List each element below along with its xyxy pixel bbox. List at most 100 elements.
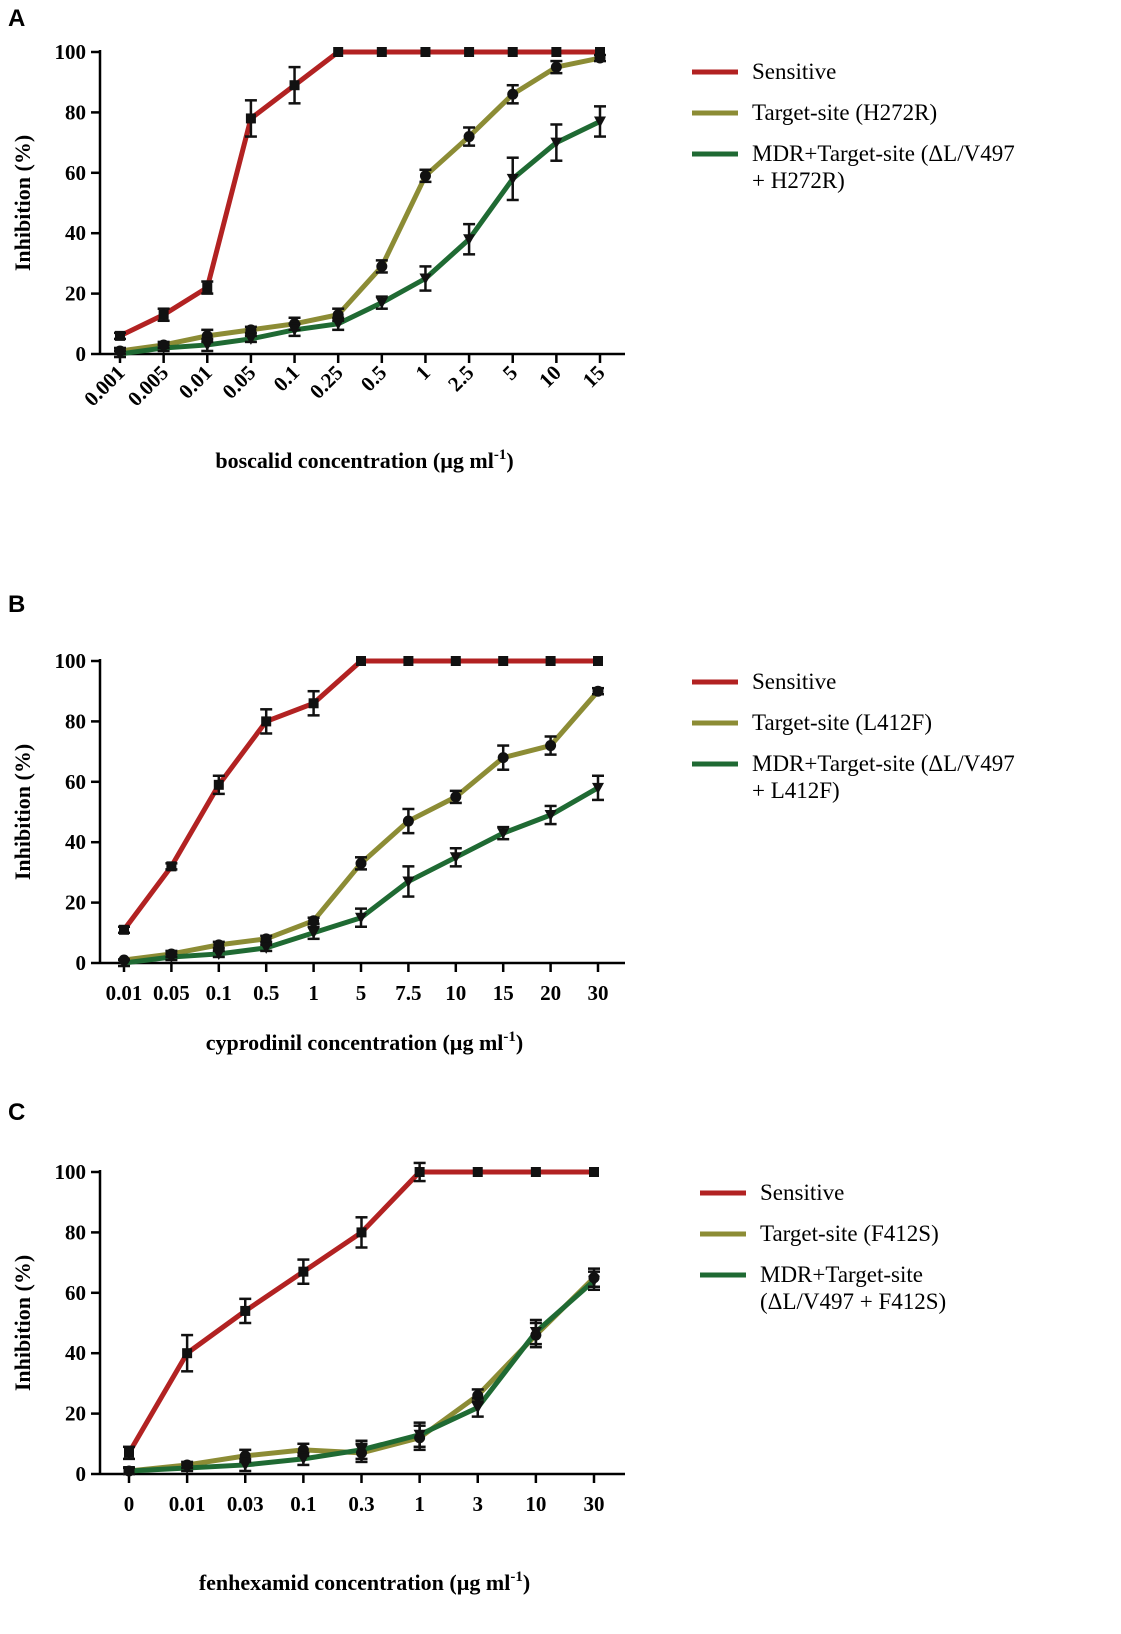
y-tick-label: 100: [55, 40, 87, 64]
y-tick-label: 20: [65, 282, 86, 306]
data-point-series-3: [332, 318, 345, 330]
x-tick-label: 15: [493, 981, 514, 1005]
y-tick-label: 20: [65, 1402, 86, 1426]
legend-label-2: Target-site (F412S): [760, 1221, 939, 1246]
data-point-series-3: [471, 1402, 484, 1414]
data-point-series-3: [497, 828, 510, 840]
data-point-series-3: [244, 333, 257, 345]
data-point-series-1: [595, 47, 605, 57]
y-tick-label: 80: [65, 1220, 86, 1244]
legend-label-3: MDR+Target-site (ΔL/V497: [752, 141, 1015, 166]
data-point-series-3: [201, 339, 214, 351]
legend-label-3: MDR+Target-site (ΔL/V497: [752, 751, 1015, 776]
data-point-series-1: [124, 1447, 134, 1458]
x-tick-label: 0.5: [253, 981, 279, 1005]
data-point-series-3: [260, 942, 273, 954]
data-point-series-2: [592, 685, 604, 697]
data-point-series-3: [114, 349, 126, 360]
y-tick-label: 60: [65, 161, 86, 185]
data-point-series-3: [307, 927, 320, 939]
x-tick-label: 0.001: [79, 361, 129, 411]
x-axis-title-text: fenhexamid concentration (µg ml: [199, 1570, 510, 1595]
x-axis-title-close: ): [506, 448, 513, 473]
data-point-series-3: [355, 912, 367, 924]
data-point-series-2: [376, 260, 388, 272]
y-tick-label: 100: [55, 1160, 87, 1184]
data-point-series-2: [260, 933, 272, 945]
x-tick-label: 0.01: [106, 981, 143, 1005]
legend-label-3-line2: + H272R): [752, 168, 845, 193]
data-point-series-1: [245, 113, 256, 124]
x-tick-label: 1: [308, 981, 319, 1005]
x-tick-label: 15: [578, 361, 610, 393]
x-tick-label: 7.5: [395, 981, 421, 1005]
x-axis-title: boscalid concentration (µg ml-1): [215, 447, 513, 473]
x-tick-label: 0.03: [227, 1492, 264, 1516]
x-axis-title-close: ): [523, 1570, 530, 1595]
series-line-1: [118, 49, 600, 339]
series-line-2: [119, 55, 601, 354]
y-tick-label: 80: [65, 709, 86, 733]
data-point-series-1: [356, 1227, 367, 1238]
x-tick-label: 10: [534, 361, 566, 393]
y-tick-label: 40: [65, 1341, 86, 1365]
data-point-series-3: [123, 1465, 135, 1477]
data-point-series-1: [414, 1167, 425, 1177]
x-axis-title-close: ): [516, 1030, 523, 1055]
data-point-series-2: [402, 815, 414, 827]
data-point-series-1: [530, 1167, 541, 1177]
y-axis-title: Inhibition (%): [10, 744, 35, 880]
x-axis-title: cyprodinil concentration (µg ml-1): [206, 1029, 523, 1055]
data-point-series-1: [240, 1305, 251, 1316]
data-point-series-1: [507, 47, 518, 57]
y-tick-label: 100: [55, 649, 87, 673]
data-point-series-3: [288, 324, 301, 336]
x-tick-label: 0.01: [174, 361, 217, 404]
data-point-series-3: [449, 852, 462, 864]
x-tick-label: 0.1: [290, 1492, 316, 1516]
y-tick-label: 40: [65, 221, 86, 245]
data-point-series-3: [212, 948, 225, 960]
data-point-series-1: [202, 282, 213, 293]
data-point-series-1: [472, 1167, 483, 1177]
data-point-series-2: [463, 131, 475, 143]
x-tick-label: 0.1: [269, 361, 305, 397]
x-tick-label: 0.05: [153, 981, 190, 1005]
data-point-series-3: [550, 137, 563, 149]
y-tick-label: 60: [65, 1281, 86, 1305]
data-point-series-1: [261, 716, 272, 727]
data-point-series-1: [115, 330, 125, 341]
data-point-series-1: [589, 1167, 599, 1177]
x-tick-label: 10: [525, 1492, 546, 1516]
data-point-series-1: [182, 1348, 193, 1359]
data-point-series-3: [419, 273, 432, 285]
x-axis-title-superscript: -1: [510, 1569, 523, 1585]
data-point-series-2: [245, 324, 257, 336]
series-line-1: [126, 1169, 594, 1455]
x-tick-label: 5: [498, 361, 522, 385]
data-point-series-3: [239, 1459, 252, 1471]
data-point-series-1: [158, 309, 169, 320]
x-tick-label: 0: [124, 1492, 135, 1516]
x-axis-title-text: cyprodinil concentration (µg ml: [206, 1030, 504, 1055]
y-tick-label: 20: [65, 891, 86, 915]
panel-letter: B: [8, 591, 25, 618]
data-point-series-3: [413, 1429, 426, 1441]
data-point-series-1: [498, 656, 509, 666]
data-point-series-3: [157, 342, 170, 354]
data-point-series-2: [419, 170, 431, 182]
y-tick-label: 0: [76, 951, 87, 975]
legend-label-1: Sensitive: [752, 59, 836, 84]
data-point-series-1: [308, 698, 319, 709]
panel-letter: A: [8, 5, 25, 32]
data-point-series-2: [550, 61, 562, 73]
y-tick-label: 60: [65, 770, 86, 794]
x-tick-label: 20: [540, 981, 561, 1005]
data-point-series-3: [165, 951, 178, 963]
legend-label-2: Target-site (H272R): [752, 100, 937, 125]
data-point-series-1: [464, 47, 475, 57]
legend-label-3-line2: + L412F): [752, 778, 840, 803]
data-point-series-1: [376, 47, 387, 57]
x-axis-title-superscript: -1: [494, 447, 507, 463]
